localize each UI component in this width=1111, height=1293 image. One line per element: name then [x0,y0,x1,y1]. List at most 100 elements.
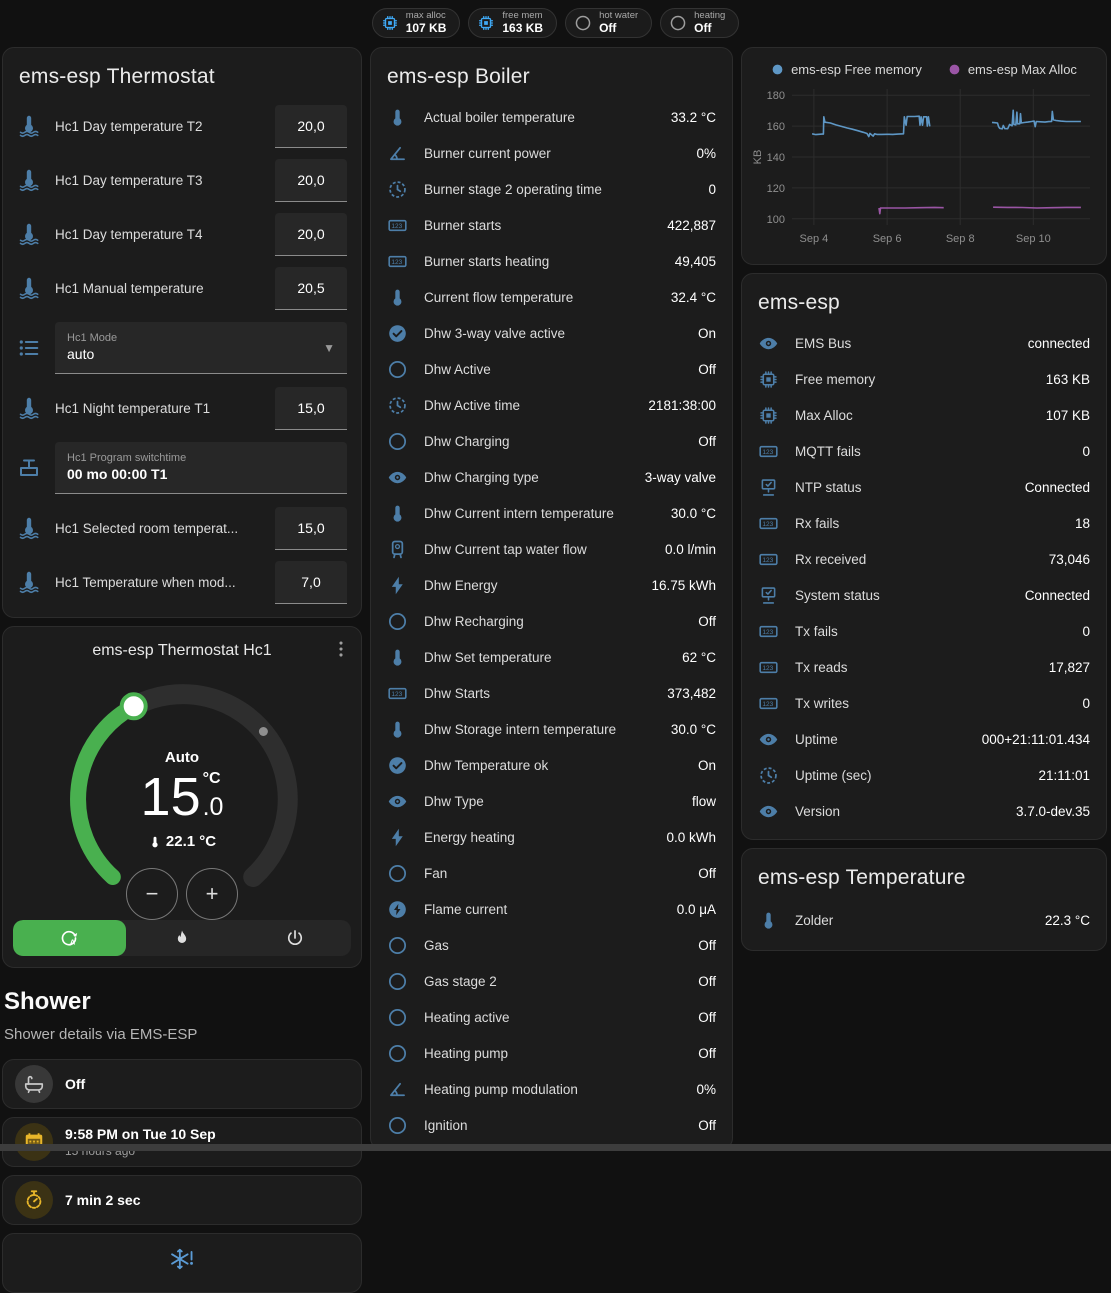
entity-row[interactable]: 123 Rx received 73,046 [742,541,1106,577]
dial-knob[interactable] [119,692,148,721]
entity-value: 0% [696,145,716,161]
number-input[interactable]: 20,5 [275,266,347,310]
entity-row[interactable]: Hc1 Day temperature T4 20,0 [3,207,361,261]
entity-row[interactable]: 123 Dhw Starts 373,482 [371,675,732,711]
entity-row[interactable]: 123 Tx fails 0 [742,613,1106,649]
entity-row[interactable]: Heating active Off [371,999,732,1035]
entity-label: Dhw Type [424,793,484,809]
entity-row[interactable]: Dhw 3-way valve active On [371,315,732,351]
entity-value: 0.0 kWh [666,829,716,845]
entity-row[interactable]: Hc1 Selected room temperat... 15,0 [3,501,361,555]
legend-item[interactable]: ems-esp Free memory [771,62,922,77]
entity-row[interactable]: Hc1 Program switchtime 00 mo 00:00 T1 [3,435,361,501]
hvac-mode-button[interactable] [238,920,351,956]
entity-row[interactable]: Flame current 0.0 μA [371,891,732,927]
entity-row[interactable]: Heating pump Off [371,1035,732,1071]
entity-row[interactable]: Burner current power 0% [371,135,732,171]
shower-section-subtitle: Shower details via EMS-ESP [4,1026,198,1043]
thermostat-dial[interactable] [43,659,323,939]
shower-item-card[interactable]: 7 min 2 sec [2,1175,362,1225]
counter-icon: 123 [387,251,408,272]
entity-row[interactable]: Free memory 163 KB [742,361,1106,397]
cold-shower-card[interactable] [2,1233,362,1293]
number-input[interactable]: 20,0 [275,212,347,256]
number-input[interactable]: 20,0 [275,158,347,202]
thermometer-water-icon [17,276,41,300]
mode-select[interactable]: Hc1 Mode auto ▼ [55,322,347,374]
entity-row[interactable]: Gas Off [371,927,732,963]
status-chip[interactable]: max alloc 107 KB [371,8,461,38]
entity-row[interactable]: Gas stage 2 Off [371,963,732,999]
hvac-mode-button[interactable]: A [13,920,126,956]
entity-row[interactable]: Hc1 Manual temperature 20,5 [3,261,361,315]
entity-row[interactable]: EMS Bus connected [742,325,1106,361]
entity-row[interactable]: Dhw Storage intern temperature 30.0 °C [371,711,732,747]
thermometer-water-icon [17,168,41,192]
entity-row[interactable]: Fan Off [371,855,732,891]
entity-row[interactable]: Heating pump modulation 0% [371,1071,732,1107]
entity-row[interactable]: Zolder 22.3 °C [742,900,1106,940]
thermometer-water-icon [17,222,41,246]
kebab-menu-icon[interactable] [330,638,352,660]
entity-row[interactable]: 123 Burner starts 422,887 [371,207,732,243]
entity-row[interactable]: Dhw Active Off [371,351,732,387]
thermostat-dial-card: ems-esp Thermostat Hc1 Auto 15 °C .0 [2,626,362,968]
entity-row[interactable]: Hc1 Night temperature T1 15,0 [3,381,361,435]
entity-row[interactable]: Uptime (sec) 21:11:01 [742,757,1106,793]
entity-row[interactable]: Hc1 Day temperature T2 20,0 [3,99,361,153]
entity-row[interactable]: Dhw Current tap water flow 0.0 l/min [371,531,732,567]
entity-row[interactable]: Max Alloc 107 KB [742,397,1106,433]
status-chip[interactable]: hot water Off [565,8,653,38]
entity-row[interactable]: Dhw Energy 16.75 kWh [371,567,732,603]
entity-row[interactable]: Uptime 000+21:11:01.434 [742,721,1106,757]
hvac-mode-buttons: A [13,920,351,956]
entity-row[interactable]: Dhw Temperature ok On [371,747,732,783]
card-title: ems-esp Thermostat [19,65,215,88]
shower-item-card[interactable]: 9:58 PM on Tue 10 Sep 15 hours ago [2,1117,362,1167]
entity-row[interactable]: Dhw Charging type 3-way valve [371,459,732,495]
entity-row[interactable]: NTP status Connected [742,469,1106,505]
thermometer-icon [387,647,408,668]
entity-row[interactable]: Burner stage 2 operating time 0 [371,171,732,207]
hvac-mode-button[interactable] [126,920,239,956]
temp-increase-button[interactable]: + [186,868,238,920]
number-input[interactable]: 20,0 [275,104,347,148]
entity-row[interactable]: Hc1 Temperature when mod... 7,0 [3,555,361,609]
number-input[interactable]: 15,0 [275,506,347,550]
text-input[interactable]: Hc1 Program switchtime 00 mo 00:00 T1 [55,442,347,494]
entity-row[interactable]: 123 Burner starts heating 49,405 [371,243,732,279]
entity-row[interactable]: Dhw Recharging Off [371,603,732,639]
entity-row[interactable]: 123 MQTT fails 0 [742,433,1106,469]
card-title: ems-esp Temperature [758,866,966,889]
entity-row[interactable]: 123 Tx reads 17,827 [742,649,1106,685]
status-chip[interactable]: free mem 163 KB [468,8,558,38]
entity-row[interactable]: Dhw Type flow [371,783,732,819]
entity-row[interactable]: Current flow temperature 32.4 °C [371,279,732,315]
entity-row[interactable]: 123 Tx writes 0 [742,685,1106,721]
entity-value: On [697,757,716,773]
entity-label: Tx writes [795,695,849,711]
number-input[interactable]: 7,0 [275,560,347,604]
legend-item[interactable]: ems-esp Max Alloc [948,62,1077,77]
entity-row[interactable]: Dhw Current intern temperature 30.0 °C [371,495,732,531]
entity-row[interactable]: Ignition Off [371,1107,732,1143]
temp-decrease-button[interactable]: − [126,868,178,920]
water-heater-icon [387,539,408,560]
entity-row[interactable]: Dhw Set temperature 62 °C [371,639,732,675]
entity-row[interactable]: Dhw Active time 2181:38:00 [371,387,732,423]
entity-row[interactable]: Energy heating 0.0 kWh [371,819,732,855]
shower-item-card[interactable]: Off [2,1059,362,1109]
entity-row[interactable]: Hc1 Day temperature T3 20,0 [3,153,361,207]
status-chip[interactable]: heating Off [660,8,740,38]
entity-label: Dhw Set temperature [424,649,552,665]
entity-row[interactable]: Version 3.7.0-dev.35 [742,793,1106,829]
entity-row[interactable]: Hc1 Mode auto ▼ [3,315,361,381]
number-input[interactable]: 15,0 [275,386,347,430]
entity-label: Heating pump [424,1045,509,1061]
check-circle-icon [387,755,408,776]
entity-label: NTP status [795,479,862,495]
entity-row[interactable]: Dhw Charging Off [371,423,732,459]
entity-row[interactable]: System status Connected [742,577,1106,613]
entity-row[interactable]: 123 Rx fails 18 [742,505,1106,541]
entity-row[interactable]: Actual boiler temperature 33.2 °C [371,99,732,135]
